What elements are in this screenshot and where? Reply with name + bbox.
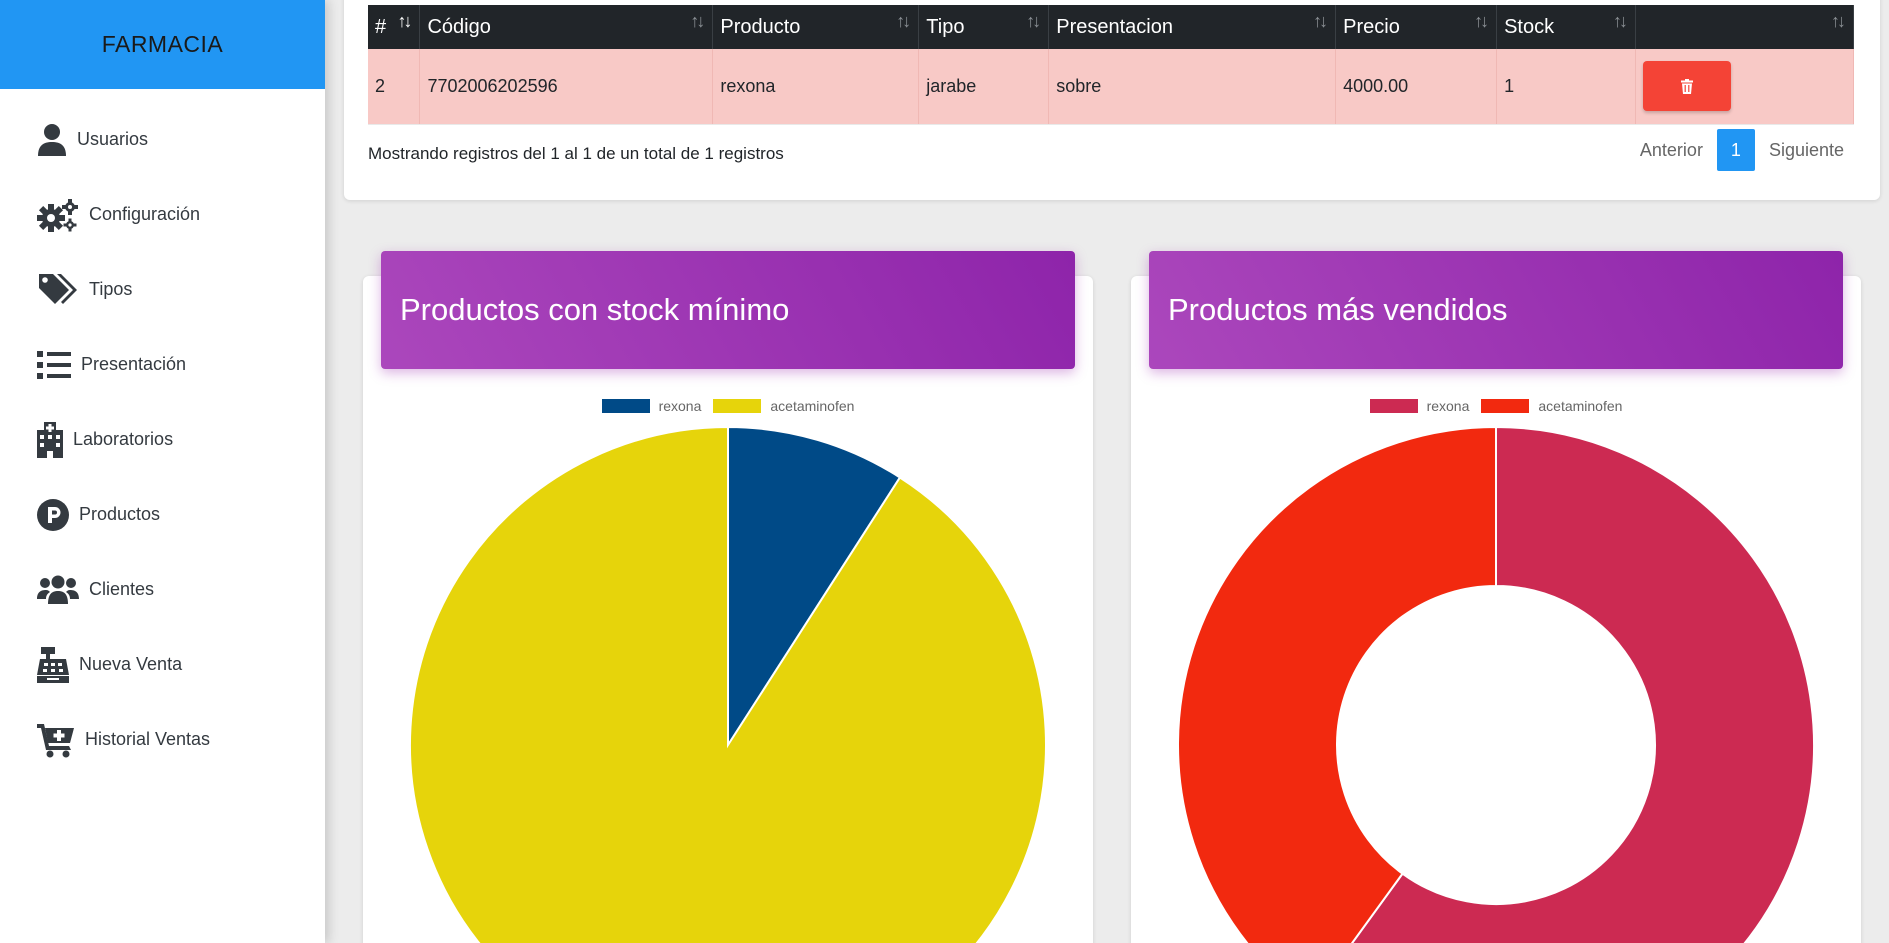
table-row: 2 7702006202596 rexona jarabe sobre 4000…: [368, 49, 1854, 125]
brand-title[interactable]: FARMACIA: [0, 0, 325, 89]
users-icon: [37, 575, 79, 605]
cash-register-icon: [37, 646, 69, 683]
stock-minimo-title: Productos con stock mínimo: [381, 251, 1075, 369]
column-header-label: #: [375, 15, 387, 38]
sidebar-item-label: Configuración: [89, 204, 201, 224]
legend-label: acetaminofen: [1538, 398, 1623, 414]
column-header-label: Presentacion: [1056, 15, 1173, 38]
sidebar-item-historial-ventas[interactable]: Historial Ventas: [0, 702, 325, 777]
tags-icon: [37, 272, 79, 308]
sort-icon: ↑↓: [896, 11, 911, 31]
column-header-precio[interactable]: Precio ↑↓: [1335, 5, 1498, 49]
stock-minimo-pie-chart: [409, 425, 1047, 943]
pagination: Anterior 1 Siguiente: [1626, 129, 1858, 171]
cell-producto: rexona: [712, 49, 920, 125]
column-header-label: Tipo: [926, 15, 965, 38]
sidebar-item-clientes[interactable]: Clientes: [0, 552, 325, 627]
sort-icon: ↑↓: [1026, 11, 1041, 31]
mas-vendidos-title: Productos más vendidos: [1149, 251, 1843, 369]
legend-label: rexona: [658, 398, 702, 414]
pagination-next[interactable]: Siguiente: [1768, 139, 1844, 160]
product-p-icon: [37, 498, 69, 531]
column-header-label: Producto: [720, 15, 801, 38]
products-table-card: # ↑↓ Código ↑↓ Producto ↑↓ Tipo ↑↓ Presentac…: [344, 0, 1880, 200]
sidebar-item-productos[interactable]: Productos: [0, 477, 325, 552]
cell-presentacion: sobre: [1048, 49, 1337, 125]
stock-minimo-legend: rexona acetaminofen: [363, 398, 1093, 414]
sidebar-nav: Usuarios Configuración Tipos Presentació…: [0, 89, 325, 777]
products-table: # ↑↓ Código ↑↓ Producto ↑↓ Tipo ↑↓ Presentac…: [368, 5, 1854, 125]
sidebar-item-tipos[interactable]: Tipos: [0, 252, 325, 327]
sort-icon: ↑↓: [690, 11, 705, 31]
cell-stock: 1: [1496, 49, 1636, 125]
sidebar-item-configuracion[interactable]: Configuración: [0, 177, 325, 252]
legend-item[interactable]: rexona: [601, 398, 702, 414]
sidebar-item-label: Presentación: [81, 354, 187, 374]
slice-acetaminofen[interactable]: [409, 425, 1047, 943]
cogs-icon: [37, 198, 79, 232]
list-icon: [37, 350, 71, 380]
slice-rexona[interactable]: [727, 425, 902, 749]
legend-swatch: [601, 399, 650, 413]
hospital-icon: [37, 421, 63, 458]
legend-swatch: [713, 399, 762, 413]
sidebar-item-label: Historial Ventas: [85, 729, 211, 749]
sort-icon: ↑↓: [1831, 11, 1846, 31]
sidebar-item-label: Usuarios: [77, 129, 149, 149]
cell-actions: [1635, 49, 1854, 125]
legend-item[interactable]: acetaminofen: [1481, 398, 1622, 414]
main-content: # ↑↓ Código ↑↓ Producto ↑↓ Tipo ↑↓ Presentac…: [325, 0, 1889, 943]
column-header-tipo[interactable]: Tipo ↑↓: [918, 5, 1050, 49]
column-header-codigo[interactable]: Código ↑↓: [419, 5, 714, 49]
sidebar: FARMACIA Usuarios Configuración Tipos: [0, 0, 325, 943]
trash-icon: [1681, 78, 1693, 94]
table-header-row: # ↑↓ Código ↑↓ Producto ↑↓ Tipo ↑↓ Presentac…: [368, 5, 1854, 49]
legend-item[interactable]: acetaminofen: [713, 398, 854, 414]
legend-swatch: [1369, 399, 1418, 413]
cell-codigo: 7702006202596: [419, 49, 714, 125]
column-header-presentacion[interactable]: Presentacion ↑↓: [1048, 5, 1337, 49]
sidebar-item-laboratorios[interactable]: Laboratorios: [0, 402, 325, 477]
sidebar-item-presentacion[interactable]: Presentación: [0, 327, 325, 402]
sidebar-item-usuarios[interactable]: Usuarios: [0, 102, 325, 177]
slice-rexona[interactable]: [1309, 425, 1815, 943]
sidebar-item-label: Productos: [79, 504, 161, 524]
pagination-page[interactable]: 1: [1716, 129, 1755, 171]
mas-vendidos-doughnut-chart: [1177, 425, 1815, 943]
pagination-prev[interactable]: Anterior: [1639, 139, 1703, 160]
sidebar-item-label: Clientes: [89, 579, 155, 599]
column-header-label: Precio: [1343, 15, 1400, 38]
column-header-stock[interactable]: Stock ↑↓: [1496, 5, 1636, 49]
column-header-producto[interactable]: Producto ↑↓: [712, 5, 920, 49]
sidebar-item-label: Tipos: [89, 279, 133, 299]
sidebar-item-nueva-venta[interactable]: Nueva Venta: [0, 627, 325, 702]
delete-button[interactable]: [1643, 61, 1731, 112]
cart-plus-icon: [37, 722, 75, 758]
cell-tipo: jarabe: [918, 49, 1050, 125]
column-header-label: Stock: [1504, 15, 1555, 38]
stock-minimo-card: Productos con stock mínimo rexona acetam…: [363, 251, 1093, 943]
table-info: Mostrando registros del 1 al 1 de un tot…: [368, 144, 784, 163]
legend-label: rexona: [1426, 398, 1470, 414]
legend-label: acetaminofen: [770, 398, 855, 414]
slice-acetaminofen[interactable]: [1177, 425, 1497, 943]
sort-icon: ↑↓: [1474, 11, 1489, 31]
legend-swatch: [1481, 399, 1530, 413]
user-icon: [37, 123, 67, 157]
legend-item[interactable]: rexona: [1369, 398, 1470, 414]
sidebar-item-label: Nueva Venta: [79, 654, 183, 674]
sort-icon: ↑↓: [1613, 11, 1628, 31]
sort-icon: ↑↓: [1313, 11, 1328, 31]
mas-vendidos-legend: rexona acetaminofen: [1131, 398, 1861, 414]
column-header-num[interactable]: # ↑↓: [368, 5, 421, 49]
cell-num: 2: [368, 49, 421, 125]
mas-vendidos-card: Productos más vendidos rexona acetaminof…: [1131, 251, 1861, 943]
cell-precio: 4000.00: [1335, 49, 1498, 125]
column-header-label: Código: [427, 15, 491, 38]
sort-desc-icon: ↑↓: [397, 11, 412, 31]
column-header-actions[interactable]: ↑↓: [1635, 5, 1854, 49]
sidebar-item-label: Laboratorios: [73, 429, 174, 449]
